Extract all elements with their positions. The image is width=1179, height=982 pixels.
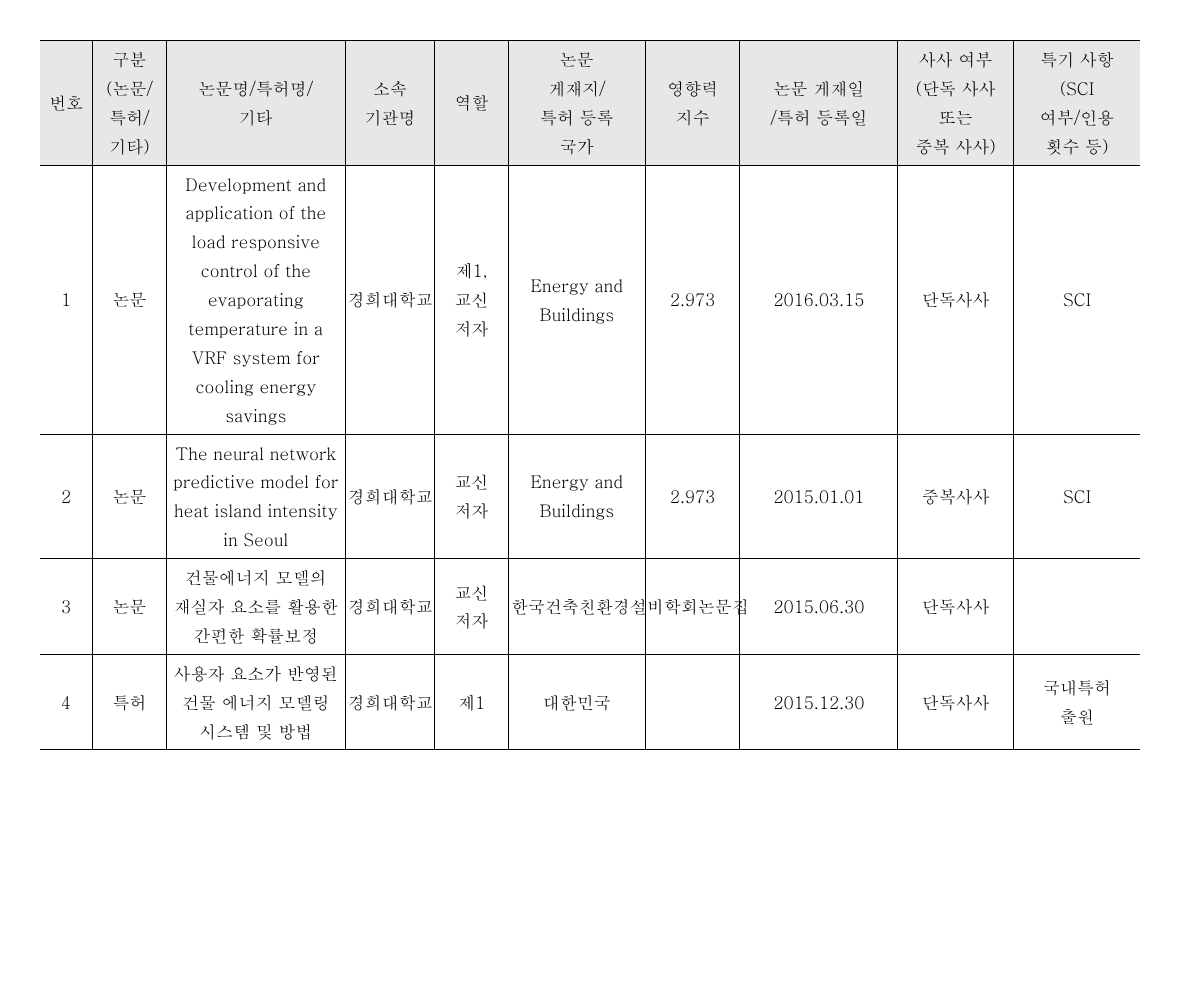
cell-date: 2015.12.30 (740, 654, 898, 750)
cell-org: 경희대학교 (345, 559, 434, 655)
col-org: 소속기관명 (345, 41, 434, 166)
publication-table: 번호 구분(논문/특허/기타) 논문명/특허명/기타 소속기관명 역할 논문게재… (40, 40, 1140, 750)
cell-role: 제1,교신저자 (435, 165, 509, 434)
col-ack: 사사 여부(단독 사사또는중복 사사) (898, 41, 1014, 166)
col-date: 논문 게재일/특허 등록일 (740, 41, 898, 166)
cell-impact: 2.973 (645, 434, 740, 559)
cell-org: 경희대학교 (345, 434, 434, 559)
cell-no: 3 (40, 559, 93, 655)
cell-title: 건물에너지 모델의 재실자 요소를 활용한 간편한 확률보정 (166, 559, 345, 655)
cell-note: 국내특허출원 (1014, 654, 1140, 750)
cell-role: 교신저자 (435, 559, 509, 655)
cell-impact (645, 654, 740, 750)
col-title: 논문명/특허명/기타 (166, 41, 345, 166)
col-type: 구분(논문/특허/기타) (93, 41, 167, 166)
cell-type: 논문 (93, 434, 167, 559)
cell-type: 논문 (93, 165, 167, 434)
cell-no: 4 (40, 654, 93, 750)
cell-role: 교신저자 (435, 434, 509, 559)
table-row: 4 특허 사용자 요소가 반영된 건물 에너지 모델링 시스템 및 방법 경희대… (40, 654, 1140, 750)
col-note: 특기 사항(SCI여부/인용횟수 등) (1014, 41, 1140, 166)
cell-impact: 2.973 (645, 165, 740, 434)
cell-no: 2 (40, 434, 93, 559)
table-row: 1 논문 Development and application of the … (40, 165, 1140, 434)
cell-type: 논문 (93, 559, 167, 655)
cell-journal: 대한민국 (508, 654, 645, 750)
cell-date: 2015.01.01 (740, 434, 898, 559)
cell-note (1014, 559, 1140, 655)
cell-title: Development and application of the load … (166, 165, 345, 434)
cell-title: The neural network predictive model for … (166, 434, 345, 559)
cell-journal: Energy and Buildings (508, 434, 645, 559)
table-body: 1 논문 Development and application of the … (40, 165, 1140, 750)
table-row: 2 논문 The neural network predictive model… (40, 434, 1140, 559)
col-no: 번호 (40, 41, 93, 166)
cell-no: 1 (40, 165, 93, 434)
cell-ack: 단독사사 (898, 654, 1014, 750)
cell-ack: 단독사사 (898, 559, 1014, 655)
cell-note: SCI (1014, 434, 1140, 559)
cell-journal: 한국건축친환경설비학회논문집 (508, 559, 645, 655)
cell-date: 2015.06.30 (740, 559, 898, 655)
cell-org: 경희대학교 (345, 165, 434, 434)
col-journal: 논문게재지/특허 등록국가 (508, 41, 645, 166)
cell-note: SCI (1014, 165, 1140, 434)
cell-role: 제1 (435, 654, 509, 750)
table-header-row: 번호 구분(논문/특허/기타) 논문명/특허명/기타 소속기관명 역할 논문게재… (40, 41, 1140, 166)
cell-date: 2016.03.15 (740, 165, 898, 434)
col-role: 역할 (435, 41, 509, 166)
cell-title: 사용자 요소가 반영된 건물 에너지 모델링 시스템 및 방법 (166, 654, 345, 750)
cell-org: 경희대학교 (345, 654, 434, 750)
cell-type: 특허 (93, 654, 167, 750)
table-row: 3 논문 건물에너지 모델의 재실자 요소를 활용한 간편한 확률보정 경희대학… (40, 559, 1140, 655)
cell-ack: 중복사사 (898, 434, 1014, 559)
col-impact: 영향력지수 (645, 41, 740, 166)
cell-ack: 단독사사 (898, 165, 1014, 434)
cell-journal: Energy and Buildings (508, 165, 645, 434)
